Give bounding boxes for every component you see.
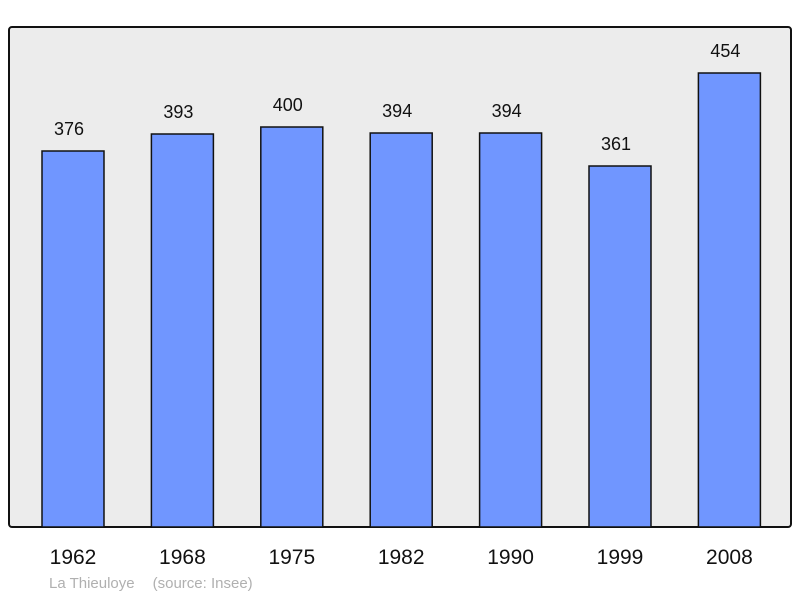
data-label-1968: 393 [163,102,193,122]
x-tick-label-1962: 1962 [50,546,97,569]
bar-1962 [41,150,105,528]
data-label-1982: 394 [382,101,412,121]
x-tick-label-1968: 1968 [159,546,206,569]
x-tick-label-1982: 1982 [378,546,425,569]
data-label-1990: 394 [492,101,522,121]
data-label-1999: 361 [601,134,631,154]
bar-1982 [369,132,433,528]
bar-1999 [588,165,652,528]
place-name: La Thieuloye [49,575,135,592]
x-tick-label-1990: 1990 [487,546,534,569]
x-tick-label-1999: 1999 [597,546,644,569]
data-label-2008: 454 [710,41,740,61]
bar-1968 [150,133,215,528]
chart-footer: La Thieuloye (source: Insee) [49,575,271,592]
x-tick-label-1975: 1975 [268,546,315,569]
data-label-1962: 376 [54,119,84,139]
bar-1975 [260,126,324,528]
data-label-1975: 400 [273,95,303,115]
bar-1990 [478,132,543,528]
bar-2008 [697,72,762,528]
x-tick-label-2008: 2008 [706,546,753,569]
source-note: (source: Insee) [152,575,253,592]
